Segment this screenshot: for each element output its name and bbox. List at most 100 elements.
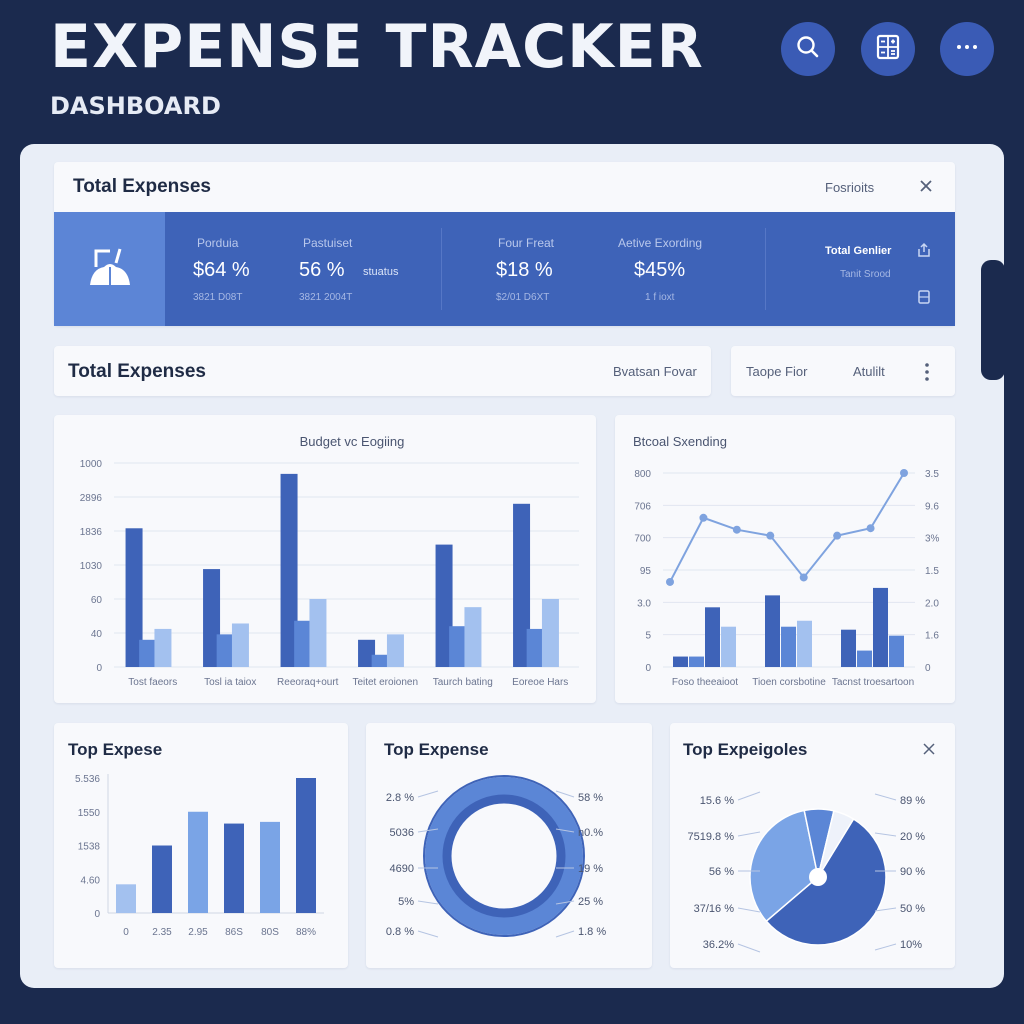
leader-line <box>417 828 439 833</box>
leader-line <box>555 900 575 905</box>
bar <box>857 650 872 667</box>
y-tick-label: 0 <box>96 663 102 674</box>
leader-line <box>417 930 439 938</box>
bar <box>358 639 376 667</box>
slice-label: 1.8 % <box>578 926 606 938</box>
filter-link[interactable]: Atulilt <box>853 364 885 379</box>
card-title: Top Expense <box>384 740 489 759</box>
app-title: EXPENSE TRACKER <box>50 12 704 82</box>
bar <box>797 620 812 667</box>
slice-label: 89 % <box>900 795 925 807</box>
slice-label: 90 % <box>900 866 925 878</box>
bar <box>765 595 780 667</box>
bar <box>464 607 482 667</box>
stat-value: $64 % <box>193 259 250 281</box>
leader-line <box>417 790 439 798</box>
x-tick-label: Tacnst troesartoon <box>832 677 914 688</box>
share-icon[interactable] <box>917 242 931 263</box>
bar <box>841 629 856 667</box>
y2-tick-label: 0 <box>925 663 931 674</box>
bar <box>260 821 280 913</box>
stat-label: Aetive Exording <box>618 236 703 250</box>
summary-title: Total Expenses <box>73 176 211 197</box>
slice-label: 5% <box>398 896 414 908</box>
slice-label: 15.6 % <box>700 795 734 807</box>
line-point <box>900 469 908 477</box>
y-tick-label: 1538 <box>78 842 101 853</box>
slice-label: 50 % <box>900 903 925 915</box>
kebab-menu-icon[interactable] <box>922 361 932 388</box>
x-tick-label: Taurch bating <box>433 677 493 688</box>
top-expense-bar-card: Top Expese 0 4.60 1538 1550 5.536 0 2.35 2.95 86… <box>54 723 348 968</box>
line-point <box>766 531 775 540</box>
actual-chart-card: Btcoal Sxending 0 0 5 1.6 3.0 2.0 95 1.5 700 3% 706… <box>615 415 955 703</box>
stat-note: 3821 2004T <box>299 292 353 303</box>
line-point <box>666 577 674 586</box>
donut-ring-outer <box>425 777 583 935</box>
filter-link[interactable]: Taope Fior <box>746 364 808 379</box>
pie-slice <box>765 817 887 946</box>
bar <box>139 639 157 667</box>
side-note: Tanit Srood <box>840 269 891 280</box>
budget-chart-card: Budget vc Eogiing 0 40 60 1030 1836 2896 1000 To… <box>54 415 596 703</box>
slice-label: 7519.8 % <box>688 831 735 843</box>
bar <box>203 569 221 667</box>
x-tick-label: Tosl ia taiox <box>204 677 256 688</box>
summary-action-link[interactable]: Fosrioits <box>825 180 875 195</box>
bar <box>154 628 172 667</box>
slice-label: n0.% <box>578 827 603 839</box>
y-tick-label: 95 <box>640 566 652 577</box>
leader-line <box>737 907 761 913</box>
leader-line <box>555 828 575 833</box>
y-tick-label: 3.0 <box>637 598 651 609</box>
collapse-icon[interactable] <box>922 742 936 761</box>
page-subtitle: DASHBOARD <box>50 92 221 120</box>
bar <box>386 634 404 667</box>
document-icon[interactable] <box>917 289 931 310</box>
bar <box>673 656 688 667</box>
y-tick-label: 0 <box>645 663 651 674</box>
y-tick-label: 5.536 <box>75 774 100 785</box>
card-title: Top Expeigoles <box>683 740 808 759</box>
stat-divider <box>765 228 766 310</box>
slice-label: 2.8 % <box>386 792 414 804</box>
slice-label: 4690 <box>390 863 414 875</box>
calculator-button[interactable] <box>861 22 915 76</box>
bar <box>371 654 389 667</box>
leader-line <box>874 907 897 912</box>
card-title: Top Expese <box>68 740 163 759</box>
leader-line <box>874 943 897 951</box>
bar <box>116 884 136 913</box>
money-bag-icon <box>84 241 136 298</box>
bar <box>781 626 796 667</box>
search-button[interactable] <box>781 22 835 76</box>
scroll-handle[interactable] <box>981 260 1005 380</box>
slice-label: 37/16 % <box>694 903 735 915</box>
actual-chart: Btcoal Sxending 0 0 5 1.6 3.0 2.0 95 1.5 700 3% 706… <box>633 434 940 688</box>
y-tick-label: 1030 <box>80 561 103 572</box>
more-button[interactable] <box>940 22 994 76</box>
filter-link[interactable]: Bvatsan Fovar <box>613 364 697 379</box>
y-tick-label: 2896 <box>80 493 103 504</box>
close-icon[interactable] <box>917 177 935 200</box>
calculator-icon <box>875 34 901 65</box>
leader-line <box>874 793 897 801</box>
x-tick-label: Reeoraq+ourt <box>277 677 339 688</box>
stat-label: Pastuiset <box>303 236 353 250</box>
line-point <box>799 573 808 582</box>
line-point <box>732 525 741 534</box>
leader-line <box>737 791 761 801</box>
y2-tick-label: 1.6 <box>925 631 939 642</box>
more-icon <box>954 34 980 65</box>
y-tick-label: 1550 <box>78 808 101 819</box>
bar <box>435 544 453 667</box>
donut-ring-inner <box>442 794 566 918</box>
stat-label: Porduia <box>197 236 239 250</box>
x-tick-label: 86S <box>225 927 243 938</box>
stat-divider <box>441 228 442 310</box>
stat-value: $18 % <box>496 259 553 281</box>
y2-tick-label: 3% <box>925 534 940 545</box>
slice-label: 20 % <box>900 831 925 843</box>
leader-line <box>737 831 761 837</box>
summary-icon-box <box>54 212 165 326</box>
